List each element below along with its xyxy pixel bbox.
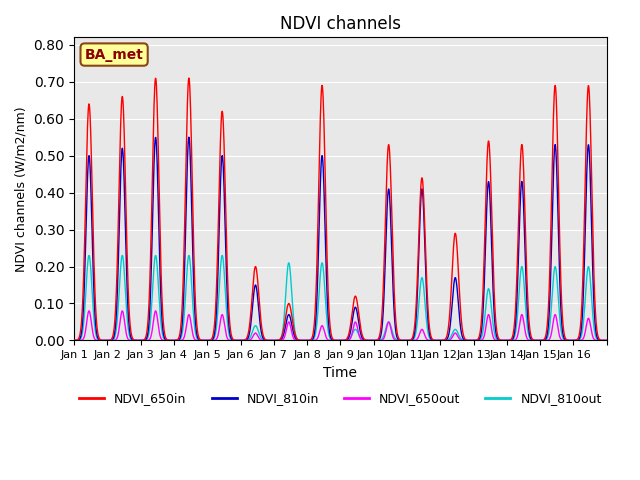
Text: BA_met: BA_met [84, 48, 143, 61]
Legend: NDVI_650in, NDVI_810in, NDVI_650out, NDVI_810out: NDVI_650in, NDVI_810in, NDVI_650out, NDV… [74, 387, 607, 410]
Y-axis label: NDVI channels (W/m2/nm): NDVI channels (W/m2/nm) [15, 106, 28, 272]
Title: NDVI channels: NDVI channels [280, 15, 401, 33]
X-axis label: Time: Time [323, 366, 357, 380]
